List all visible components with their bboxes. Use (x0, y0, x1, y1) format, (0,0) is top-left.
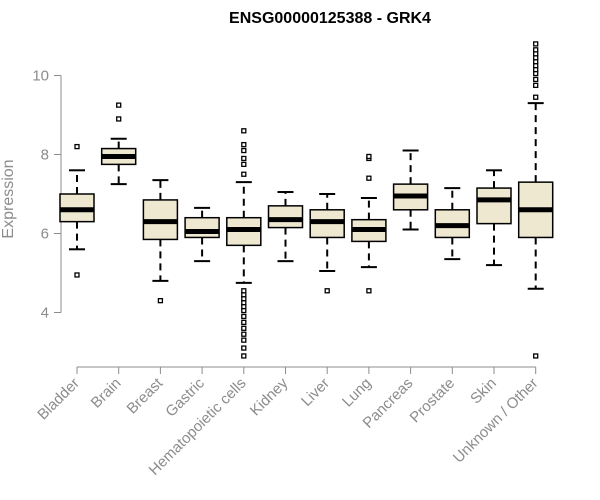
x-tick-label: Kidney (247, 374, 292, 419)
box-group (142, 179, 179, 304)
outlier-point (241, 155, 247, 162)
x-tick-label: Liver (298, 375, 333, 410)
outlier-point (241, 337, 247, 343)
outlier-point (116, 102, 122, 108)
outlier-point (366, 153, 372, 160)
outlier-point (241, 331, 247, 337)
y-tick-label: 6 (41, 226, 49, 243)
outlier-point (533, 82, 539, 89)
box-iqr (267, 205, 304, 229)
x-tick-label: Skin (467, 375, 500, 408)
outlier-point (533, 353, 539, 359)
box-group (184, 206, 220, 263)
outlier-point (241, 353, 247, 359)
box-group (434, 187, 471, 261)
outlier-point (157, 297, 164, 304)
y-axis-label: Expression (0, 159, 17, 238)
box-group (59, 143, 95, 278)
outlier-point (241, 325, 247, 331)
outlier-point (366, 288, 372, 294)
box-group (517, 41, 554, 359)
y-tick-label: 8 (41, 147, 49, 164)
chart-title: ENSG00000125388 - GRK4 (229, 10, 431, 27)
outlier-point (241, 128, 247, 134)
outlier-point (241, 147, 247, 154)
box-series (59, 41, 554, 359)
outlier-point (324, 288, 330, 294)
x-tick-label: Bladder (34, 375, 83, 424)
outlier-point (241, 313, 247, 320)
box-group (351, 153, 387, 294)
x-tick-label: Prostate (407, 375, 459, 427)
outlier-point (366, 175, 372, 181)
outlier-point (533, 41, 539, 47)
outlier-point (74, 272, 80, 278)
box-group (309, 193, 345, 294)
box-group (392, 149, 429, 231)
outlier-point (241, 288, 247, 294)
x-tick-label: Lung (339, 375, 375, 411)
x-tick-label: Breast (124, 374, 167, 417)
box-iqr (184, 216, 220, 239)
outlier-point (241, 319, 247, 326)
y-tick-label: 4 (41, 305, 49, 322)
outlier-point (241, 171, 247, 177)
y-tick-label: 10 (32, 68, 49, 85)
outlier-point (533, 47, 539, 53)
outlier-point (241, 141, 247, 148)
box-group (226, 128, 262, 359)
y-axis: 4 6 8 10 (32, 68, 62, 322)
x-tick-label: Brain (88, 375, 125, 412)
outlier-point (241, 161, 247, 168)
box-group (476, 169, 512, 267)
outlier-point (533, 76, 539, 83)
outlier-point (241, 345, 247, 351)
box-group (100, 102, 137, 186)
outlier-point (533, 94, 539, 100)
box-group (267, 191, 304, 263)
outlier-point (74, 143, 80, 150)
outlier-point (116, 116, 122, 122)
box-iqr (476, 187, 512, 225)
